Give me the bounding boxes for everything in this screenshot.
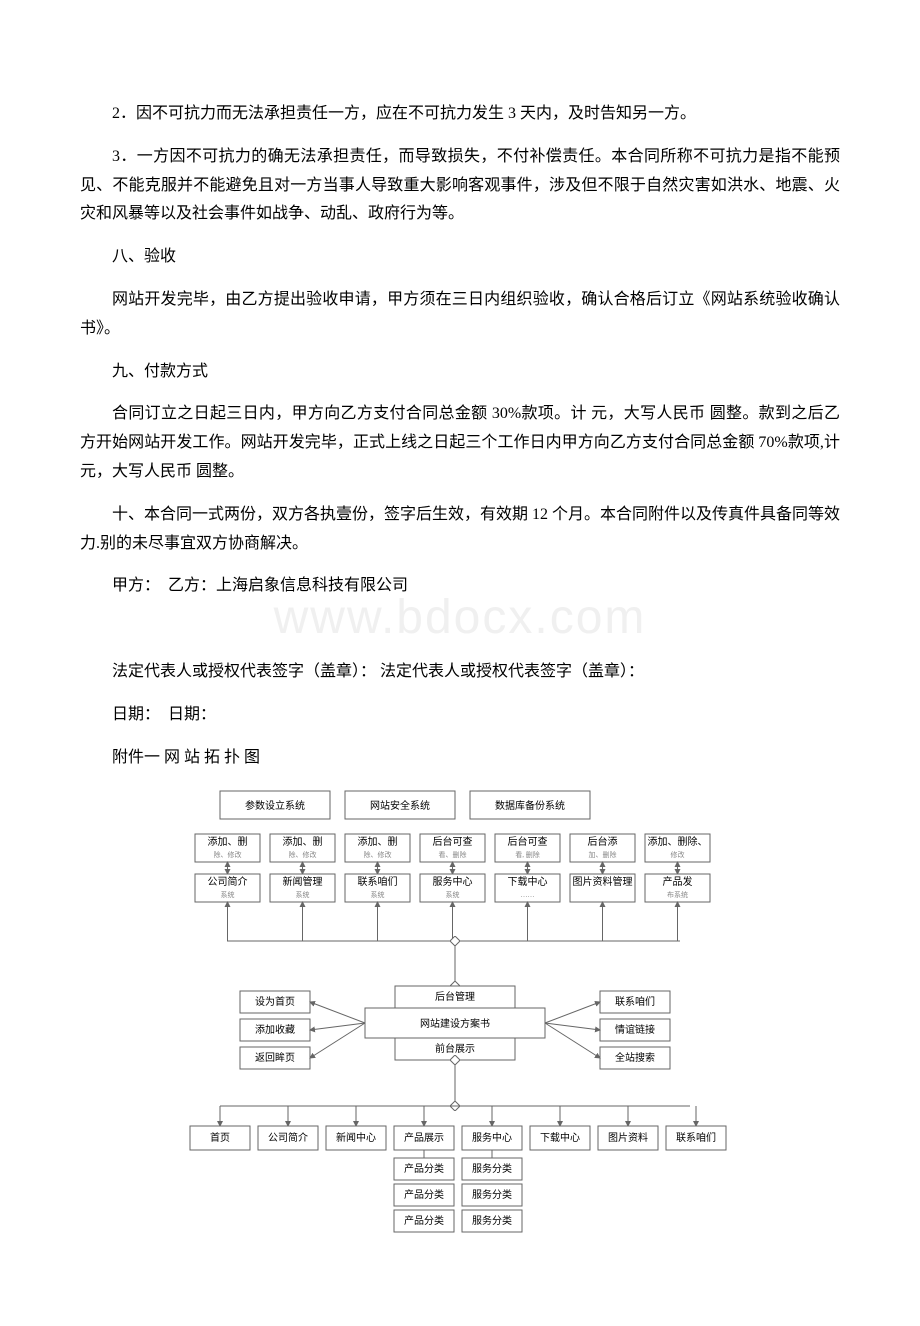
svg-text:添加、删除、: 添加、删除、 bbox=[648, 835, 708, 848]
svg-text:参数设立系统: 参数设立系统 bbox=[245, 799, 305, 812]
svg-text:新闻管理: 新闻管理 bbox=[283, 875, 323, 888]
svg-text:后台可查: 后台可查 bbox=[508, 835, 548, 848]
svg-text:下载中心: 下载中心 bbox=[540, 1131, 580, 1144]
svg-text:联系咱们: 联系咱们 bbox=[676, 1131, 716, 1144]
svg-text:除、修改: 除、修改 bbox=[289, 850, 317, 859]
row2-connectors bbox=[228, 902, 678, 941]
svg-text:服务中心: 服务中心 bbox=[472, 1131, 512, 1144]
svg-text:系统: 系统 bbox=[371, 890, 385, 899]
heading-9: 九、付款方式 bbox=[80, 358, 840, 387]
svg-text:联系咱们: 联系咱们 bbox=[615, 995, 655, 1008]
svg-text:服务中心: 服务中心 bbox=[433, 875, 473, 888]
svg-text:添加、删: 添加、删 bbox=[283, 835, 323, 848]
svg-text:公司简介: 公司简介 bbox=[268, 1131, 308, 1144]
svg-text:系统: 系统 bbox=[296, 890, 310, 899]
svg-text:添加、删: 添加、删 bbox=[358, 835, 398, 848]
svg-text:产品分类: 产品分类 bbox=[404, 1188, 444, 1201]
date-line: 日期： 日期： bbox=[80, 701, 840, 730]
svg-text:全站搜索: 全站搜索 bbox=[615, 1051, 655, 1064]
left-buttons: 设为首页添加收藏返回眸页 bbox=[240, 991, 365, 1069]
svg-text:除、修改: 除、修改 bbox=[364, 850, 392, 859]
svg-text:网站建设方案书: 网站建设方案书 bbox=[420, 1017, 490, 1030]
svg-text:除、修改: 除、修改 bbox=[214, 850, 242, 859]
svg-text:产品分类: 产品分类 bbox=[404, 1162, 444, 1175]
svg-text:加、删除: 加、删除 bbox=[589, 850, 617, 859]
heading-8: 八、验收 bbox=[80, 243, 840, 272]
center-block: 后台管理 网站建设方案书 前台展示 bbox=[365, 986, 545, 1060]
para-acceptance: 网站开发完毕，由乙方提出验收申请，甲方须在三日内组织验收，确认合格后订立《网站系… bbox=[80, 286, 840, 344]
para-payment: 合同订立之日起三日内，甲方向乙方支付合同总金额 30%款项。计 元，大写人民币 … bbox=[80, 400, 840, 486]
svg-text:首页: 首页 bbox=[210, 1131, 230, 1144]
row2-modules: 添加、删除、修改公司简介系统添加、删除、修改新闻管理系统添加、删除、修改联系咱们… bbox=[195, 834, 710, 902]
svg-text:产品分类: 产品分类 bbox=[404, 1214, 444, 1227]
svg-text:系统: 系统 bbox=[221, 890, 235, 899]
svg-text:后台添: 后台添 bbox=[588, 835, 618, 848]
heading-10: 十、本合同一式两份，双方各执壹份，签字后生效，有效期 12 个月。本合同附件以及… bbox=[80, 501, 840, 559]
attachment-title: 附件一 网 站 拓 扑 图 bbox=[80, 744, 840, 773]
svg-text:服务分类: 服务分类 bbox=[472, 1188, 512, 1201]
svg-text:添加收藏: 添加收藏 bbox=[255, 1023, 295, 1036]
para-3: 3．一方因不可抗力的确无法承担责任，而导致损失，不付补偿责任。本合同所称不可抗力… bbox=[80, 143, 840, 229]
svg-text:……: …… bbox=[521, 891, 535, 899]
svg-text:设为首页: 设为首页 bbox=[255, 995, 295, 1008]
svg-text:图片资料: 图片资料 bbox=[608, 1131, 648, 1144]
svg-text:公司简介: 公司简介 bbox=[208, 875, 248, 888]
para-2: 2．因不可抗力而无法承担责任一方，应在不可抗力发生 3 天内，及时告知另一方。 bbox=[80, 100, 840, 129]
svg-text:新闻中心: 新闻中心 bbox=[336, 1131, 376, 1144]
svg-text:产品展示: 产品展示 bbox=[404, 1131, 444, 1144]
svg-text:修改: 修改 bbox=[671, 850, 685, 859]
svg-text:情谊链接: 情谊链接 bbox=[615, 1023, 655, 1036]
svg-text:下载中心: 下载中心 bbox=[508, 875, 548, 888]
svg-text:后台可查: 后台可查 bbox=[433, 835, 473, 848]
svg-text:返回眸页: 返回眸页 bbox=[255, 1051, 295, 1064]
svg-text:看, 删除: 看, 删除 bbox=[515, 850, 540, 859]
sub-categories: 产品分类服务分类产品分类服务分类产品分类服务分类 bbox=[394, 1150, 522, 1232]
bottom-row: 首页 公司简介 新闻中心 产品展示 服务中心 下载中心 图片资料 联系咱们 bbox=[190, 1106, 726, 1150]
svg-text:前台展示: 前台展示 bbox=[435, 1042, 475, 1055]
svg-text:产品发: 产品发 bbox=[663, 875, 693, 888]
party-line: 甲方： 乙方：上海启象信息科技有限公司 bbox=[80, 572, 840, 601]
svg-text:数据库备份系统: 数据库备份系统 bbox=[495, 799, 565, 812]
svg-text:联系咱们: 联系咱们 bbox=[358, 875, 398, 888]
right-buttons: 联系咱们情谊链接全站搜索 bbox=[545, 991, 670, 1069]
svg-text:服务分类: 服务分类 bbox=[472, 1162, 512, 1175]
svg-text:后台管理: 后台管理 bbox=[435, 990, 475, 1003]
svg-text:网站安全系统: 网站安全系统 bbox=[370, 799, 430, 812]
spacer bbox=[80, 615, 840, 644]
svg-text:布系统: 布系统 bbox=[667, 890, 688, 899]
topology-diagram: 参数设立系统 网站安全系统 数据库备份系统 添加、删除、修改公司简介系统添加、删… bbox=[80, 786, 840, 1266]
svg-text:图片资料管理: 图片资料管理 bbox=[573, 875, 633, 888]
svg-text:服务分类: 服务分类 bbox=[472, 1214, 512, 1227]
svg-text:看、删除: 看、删除 bbox=[439, 850, 467, 859]
svg-text:添加、删: 添加、删 bbox=[208, 835, 248, 848]
top-systems: 参数设立系统 网站安全系统 数据库备份系统 bbox=[220, 791, 590, 819]
signature-line: 法定代表人或授权代表签字（盖章）： 法定代表人或授权代表签字（盖章）： bbox=[80, 658, 840, 687]
svg-text:系统: 系统 bbox=[446, 890, 460, 899]
